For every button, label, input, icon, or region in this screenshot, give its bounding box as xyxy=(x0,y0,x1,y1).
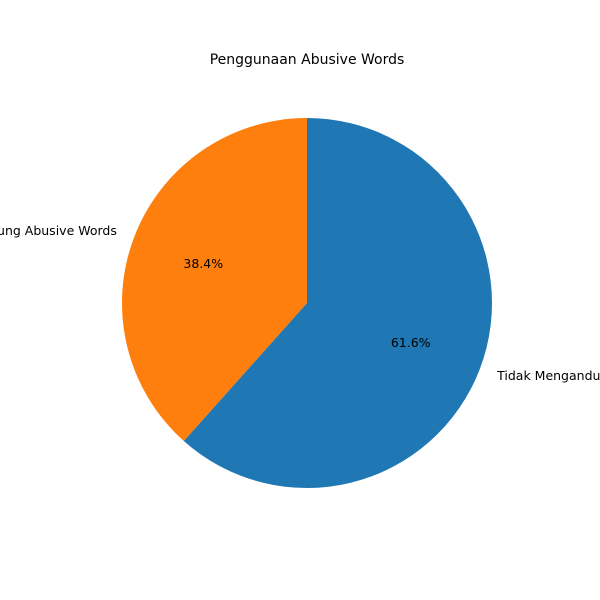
pie-slice-1 xyxy=(122,118,307,441)
slice-label-1: Mengandung Abusive Words xyxy=(0,223,117,238)
pct-label-1: 38.4% xyxy=(183,256,223,271)
pie-labels: 61.6% Tidak Mengandung Abusive Words 38.4%… xyxy=(0,223,600,383)
pct-label-0: 61.6% xyxy=(391,335,431,350)
pie-slices xyxy=(122,118,493,488)
pie-slice-0 xyxy=(183,118,493,488)
slice-label-0: Tidak Mengandung Abusive Words xyxy=(496,368,600,383)
chart-title: Penggunaan Abusive Words xyxy=(210,52,405,68)
